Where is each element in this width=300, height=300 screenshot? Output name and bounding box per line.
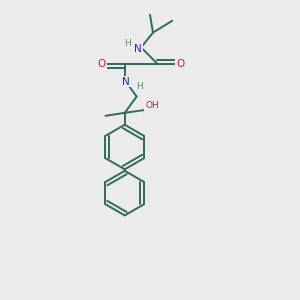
Text: O: O bbox=[176, 59, 184, 69]
Text: H: H bbox=[124, 39, 131, 48]
Text: N: N bbox=[122, 76, 130, 87]
Text: H: H bbox=[136, 82, 143, 91]
Text: N: N bbox=[134, 44, 142, 54]
Text: OH: OH bbox=[145, 101, 159, 110]
Text: O: O bbox=[98, 59, 106, 69]
